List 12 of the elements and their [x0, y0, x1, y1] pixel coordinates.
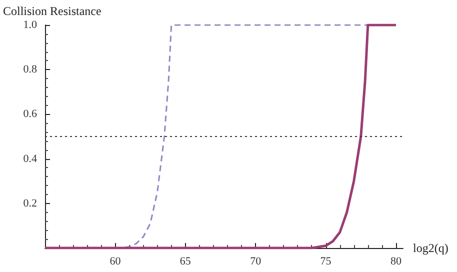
y-tick-label: 0.8 [23, 64, 38, 76]
y-tick-label: 1.0 [23, 19, 38, 31]
y-tick-label: 0.2 [23, 197, 37, 210]
x-tick-label: 75 [320, 256, 332, 268]
x-tick-label: 80 [390, 256, 402, 268]
x-tick-label: 60 [110, 256, 122, 268]
x-axis-title: log2(q) [413, 241, 448, 255]
x-tick-label: 65 [180, 256, 192, 268]
x-tick-label: 70 [250, 256, 262, 268]
y-axis-title: Collision Resistance [3, 4, 102, 18]
y-tick-label: 0.6 [23, 108, 38, 120]
y-tick-label: 0.4 [23, 152, 38, 165]
